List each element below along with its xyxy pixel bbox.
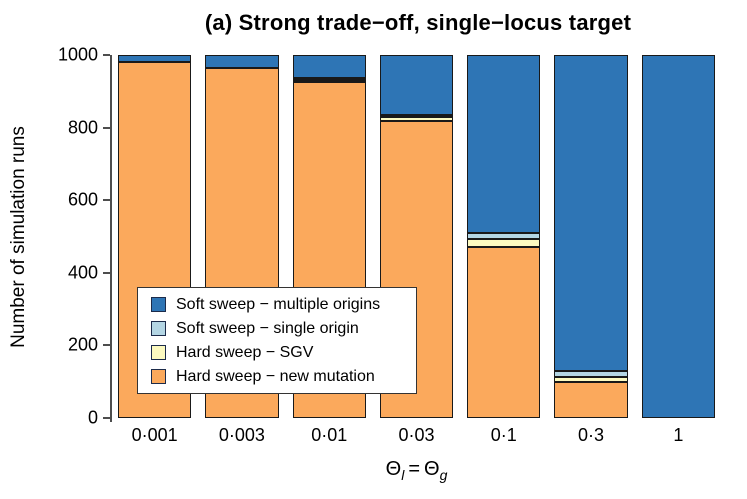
x-tick-label: 0·003 — [218, 425, 265, 445]
theta-l-subscript: l — [401, 467, 405, 483]
bar-segment — [467, 247, 541, 418]
bar-segment — [205, 55, 279, 68]
y-tick-label: 600 — [67, 189, 98, 210]
legend-color-key — [151, 321, 166, 336]
bar-segment — [467, 239, 541, 248]
legend-item: Soft sweep − multiple origins — [151, 294, 416, 315]
legend-label: Soft sweep − multiple origins — [176, 295, 381, 313]
bar-segment — [292, 78, 366, 81]
legend-label: Hard sweep − SGV — [176, 343, 314, 361]
bar-segment — [292, 80, 366, 83]
x-tick-label: 0·03 — [398, 425, 435, 445]
bar-0·3 — [554, 55, 628, 418]
y-ticks: 0 200 400 600 800 1000 — [58, 45, 745, 428]
equals-sign: = — [408, 458, 420, 480]
bar-segment — [467, 232, 541, 240]
bar-0·1 — [467, 55, 541, 418]
legend-label: Hard sweep − new mutation — [176, 367, 375, 385]
y-tick-label: 1000 — [57, 44, 98, 65]
bar-segment — [379, 116, 454, 122]
y-axis-label: Number of simulation runs — [8, 125, 30, 348]
legend-box: Soft sweep − multiple origins Soft sweep … — [137, 287, 417, 394]
x-tick-label: 0·001 — [131, 425, 178, 445]
legend-label: Soft sweep − single origin — [176, 319, 359, 337]
x-axis-title: Θl = Θg — [112, 458, 745, 483]
y-tick-label: 400 — [67, 262, 98, 283]
theta-l-symbol: Θ — [385, 458, 402, 480]
theta-g-subscript: g — [439, 467, 448, 483]
bar-segment — [641, 55, 715, 418]
x-tick-label: 0·1 — [490, 425, 517, 445]
bar-1 — [641, 55, 715, 418]
y-tick-mark — [103, 199, 110, 202]
x-tick-label: 0·3 — [578, 425, 605, 445]
legend-item: Soft sweep − single origin — [151, 318, 416, 339]
y-tick-label: 0 — [87, 407, 98, 428]
x-tick-label: 0·01 — [311, 425, 348, 445]
chart-title: (a) Strong trade−off, single−locus targe… — [204, 10, 632, 35]
y-axis-line — [110, 55, 112, 422]
y-axis-label-container: Number of simulation runs — [2, 55, 36, 418]
y-tick-label: 200 — [67, 334, 98, 355]
legend-item: Hard sweep − SGV — [151, 342, 416, 363]
y-tick-mark — [103, 54, 110, 56]
bar-segment — [379, 54, 454, 115]
bar-segment — [554, 55, 628, 371]
bar-segment — [292, 55, 366, 79]
y-tick-mark — [103, 344, 110, 347]
x-tick-labels: 0·001 0·003 0·01 0·03 0·1 0·3 1 — [112, 425, 745, 446]
bar-segment — [379, 114, 454, 117]
legend-color-key — [151, 297, 166, 312]
y-tick-mark — [103, 271, 110, 274]
bar-segment — [467, 55, 541, 233]
bar-segment — [554, 370, 628, 377]
y-tick-mark — [103, 126, 110, 129]
legend-item: Hard sweep − new mutation — [151, 366, 416, 387]
bar-segment — [118, 55, 192, 62]
bar-segment — [554, 376, 628, 382]
legend-color-key — [151, 345, 166, 360]
legend-color-key — [151, 369, 166, 384]
y-tick-mark — [103, 417, 110, 419]
x-tick-label: 1 — [673, 425, 684, 445]
theta-g-symbol: Θ — [424, 458, 440, 480]
bar-segment — [554, 381, 628, 418]
y-tick-label: 800 — [67, 117, 98, 138]
